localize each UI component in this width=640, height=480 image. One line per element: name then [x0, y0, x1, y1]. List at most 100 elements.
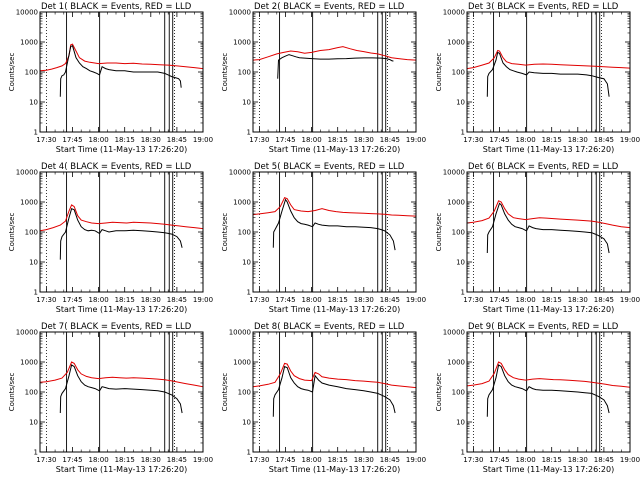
x-tick-label: 18:15 [115, 296, 135, 304]
y-tick-label: 1 [247, 289, 251, 297]
x-tick-label: 18:45 [167, 296, 187, 304]
x-tick-label: 18:45 [380, 296, 400, 304]
lld-series-line [467, 49, 630, 70]
y-tick-label: 10000 [443, 169, 465, 177]
x-tick-label: 17:30 [463, 136, 483, 144]
events-series-line [272, 365, 396, 417]
x-tick-label: 17:45 [62, 456, 82, 464]
y-tick-label: 10000 [16, 169, 38, 177]
y-tick-label: 10 [29, 419, 38, 427]
y-tick-label: 1 [34, 289, 38, 297]
x-tick-label: 18:30 [141, 136, 161, 144]
lld-series-line [467, 361, 630, 388]
lld-series-line [467, 200, 630, 229]
panel-title: Det 4( BLACK = Events, RED = LLD [41, 162, 192, 172]
y-axis-label: Counts/sec [221, 213, 229, 252]
panel-det-4: Det 4( BLACK = Events, RED = LLD 1 10 100 10… [8, 162, 213, 314]
panel-title: Det 9( BLACK = Events, RED = LLD [468, 322, 619, 332]
x-tick-label: 18:30 [568, 296, 588, 304]
y-tick-label: 1 [247, 449, 251, 457]
y-tick-label: 10000 [443, 329, 465, 337]
x-tick-label: 18:00 [301, 296, 321, 304]
events-series-line [272, 198, 396, 251]
panel-det-9: Det 9( BLACK = Events, RED = LLD 1 10 100 10… [435, 322, 640, 474]
x-axis-label: Start Time (11-May-13 17:26:20) [483, 305, 614, 314]
events-series-line [59, 208, 183, 260]
y-tick-label: 1000 [20, 359, 38, 367]
y-axis-label: Counts/sec [435, 53, 443, 92]
x-tick-label: 18:30 [354, 136, 374, 144]
events-series-line [486, 202, 610, 254]
x-tick-label: 17:45 [489, 136, 509, 144]
y-tick-label: 1000 [20, 39, 38, 47]
y-axis-label: Counts/sec [435, 213, 443, 252]
x-tick-label: 18:15 [542, 136, 562, 144]
x-tick-label: 17:30 [463, 296, 483, 304]
y-tick-label: 10000 [16, 9, 38, 17]
x-tick-label: 18:45 [167, 136, 187, 144]
panel-det-5: Det 5( BLACK = Events, RED = LLD 1 10 100 10… [221, 162, 426, 314]
y-tick-label: 1000 [20, 199, 38, 207]
panel-det-8: Det 8( BLACK = Events, RED = LLD 1 10 100 10… [221, 322, 426, 474]
y-tick-label: 10 [29, 99, 38, 107]
x-tick-label: 17:30 [249, 456, 269, 464]
x-tick-label: 18:15 [115, 456, 135, 464]
y-tick-label: 1 [34, 129, 38, 137]
x-tick-label: 18:45 [380, 456, 400, 464]
panel-det-3: Det 3( BLACK = Events, RED = LLD 1 10 100 10… [435, 2, 640, 154]
y-axis-label: Counts/sec [435, 373, 443, 412]
x-tick-label: 19:00 [193, 456, 213, 464]
y-tick-label: 1 [461, 289, 465, 297]
y-tick-label: 1000 [233, 359, 251, 367]
x-axis-label: Start Time (11-May-13 17:26:20) [56, 465, 187, 474]
y-tick-label: 100 [238, 69, 251, 77]
y-tick-label: 100 [452, 389, 465, 397]
x-tick-label: 17:30 [36, 136, 56, 144]
x-tick-label: 19:00 [620, 456, 640, 464]
y-tick-label: 1000 [233, 39, 251, 47]
y-tick-label: 10 [29, 259, 38, 267]
y-tick-label: 1 [461, 129, 465, 137]
x-tick-label: 19:00 [620, 296, 640, 304]
y-tick-label: 10 [456, 259, 465, 267]
y-tick-label: 10 [242, 419, 251, 427]
events-series-line [486, 364, 610, 417]
x-tick-label: 18:15 [328, 136, 348, 144]
y-axis-label: Counts/sec [221, 373, 229, 412]
x-tick-label: 19:00 [193, 136, 213, 144]
plot-frame [466, 11, 631, 133]
panel-title: Det 8( BLACK = Events, RED = LLD [254, 322, 405, 332]
x-tick-label: 18:30 [568, 136, 588, 144]
y-tick-label: 1000 [447, 199, 465, 207]
y-axis-label: Counts/sec [8, 213, 16, 252]
x-tick-label: 18:00 [88, 296, 108, 304]
x-tick-label: 18:45 [594, 136, 614, 144]
y-tick-label: 10000 [229, 329, 251, 337]
x-tick-label: 18:00 [88, 136, 108, 144]
y-tick-label: 10 [456, 419, 465, 427]
y-tick-label: 10 [456, 99, 465, 107]
panel-title: Det 5( BLACK = Events, RED = LLD [254, 162, 405, 172]
x-tick-label: 18:30 [354, 456, 374, 464]
x-axis-label: Start Time (11-May-13 17:26:20) [483, 465, 614, 474]
x-axis-label: Start Time (11-May-13 17:26:20) [269, 305, 400, 314]
y-tick-label: 1 [247, 129, 251, 137]
panel-det-6: Det 6( BLACK = Events, RED = LLD 1 10 100 10… [435, 162, 640, 314]
lld-series-line [253, 196, 416, 217]
x-tick-label: 18:00 [515, 296, 535, 304]
lld-series-line [40, 361, 203, 388]
events-series-line [486, 51, 610, 97]
plot-frame [39, 11, 204, 133]
y-tick-label: 1 [461, 449, 465, 457]
plot-frame [39, 171, 204, 293]
y-tick-label: 100 [238, 389, 251, 397]
y-tick-label: 1000 [447, 359, 465, 367]
panel-det-2: Det 2( BLACK = Events, RED = LLD 1 10 100 10… [221, 2, 426, 154]
x-axis-label: Start Time (11-May-13 17:26:20) [269, 465, 400, 474]
plot-frame [252, 11, 417, 133]
lld-series-line [253, 362, 416, 389]
plot-frame [39, 331, 204, 453]
lld-series-line [40, 204, 203, 232]
x-tick-label: 18:30 [141, 456, 161, 464]
y-tick-label: 100 [25, 229, 38, 237]
